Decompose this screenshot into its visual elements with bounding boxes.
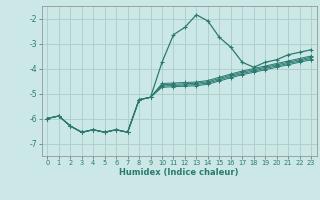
X-axis label: Humidex (Indice chaleur): Humidex (Indice chaleur) bbox=[119, 168, 239, 177]
